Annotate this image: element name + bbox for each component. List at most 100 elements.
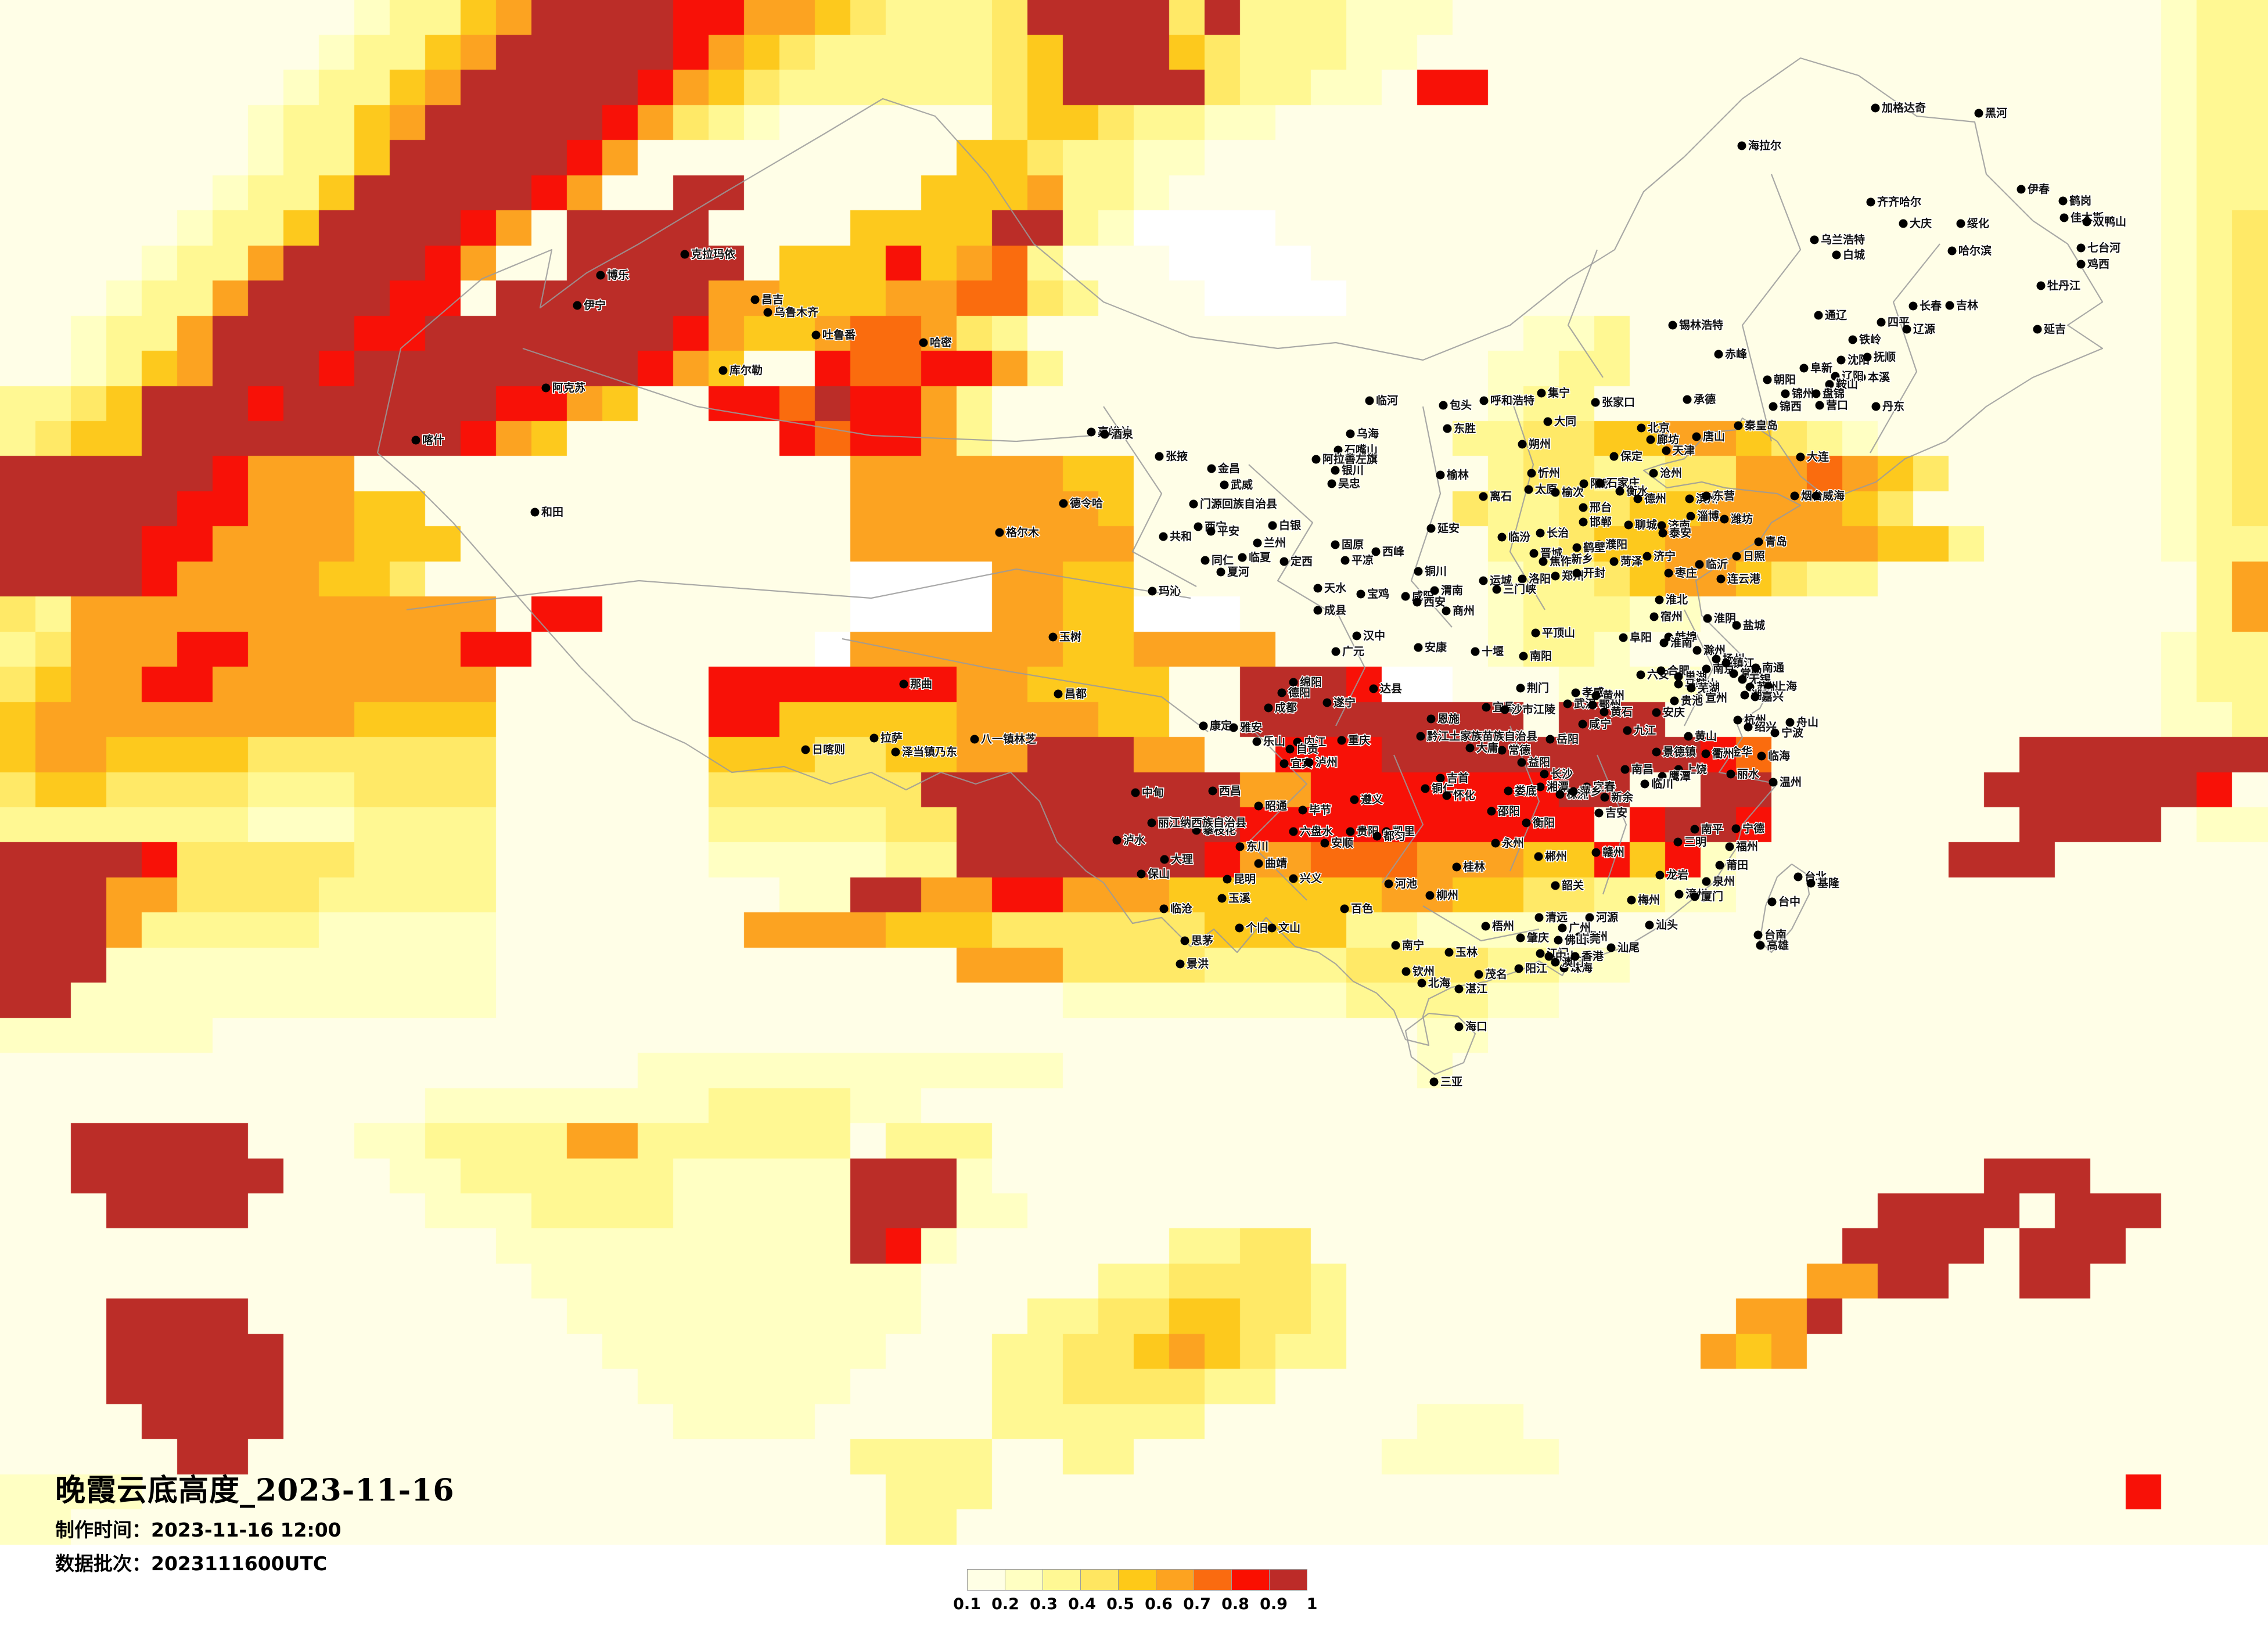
- city-label: 宁德: [1742, 822, 1764, 835]
- city-label: 菏泽: [1620, 555, 1642, 568]
- title-block: 晚霞云底高度_2023-11-16 制作时间：2023-11-16 12:00 …: [55, 1474, 455, 1575]
- city-label: 柳州: [1436, 888, 1458, 902]
- city-label: 阳江: [1525, 962, 1547, 975]
- city-label: 西安: [1424, 595, 1446, 609]
- legend-tick-label: 0.9: [1260, 1595, 1288, 1613]
- city-label: 昭通: [1265, 800, 1288, 812]
- city-label: 铜川: [1425, 564, 1447, 578]
- city-label: 潍坊: [1730, 512, 1753, 526]
- city-dot: [1481, 922, 1490, 931]
- city-label: 自贡: [1296, 742, 1318, 756]
- city-label: 临川: [1651, 777, 1673, 790]
- city-label: 南宁: [1402, 938, 1424, 952]
- internal-border-13: [1741, 174, 1802, 442]
- city-dot: [1974, 109, 1983, 118]
- city-dot: [1254, 859, 1263, 868]
- city-dot: [1516, 684, 1525, 693]
- internal-border-14: [1870, 243, 1940, 454]
- city-label: 丽水: [1737, 768, 1760, 780]
- city-dot: [1744, 722, 1753, 732]
- city-label: 日照: [1743, 550, 1765, 563]
- city-dot: [1194, 522, 1203, 531]
- city-dot: [1729, 669, 1738, 678]
- city-dot: [1293, 738, 1302, 747]
- city-dot: [530, 508, 540, 517]
- city-label: 吉安: [1605, 806, 1627, 819]
- hainan-outline: [1404, 1012, 1476, 1075]
- city-dot: [1452, 862, 1461, 872]
- city-dot: [680, 250, 689, 259]
- city-dot: [1657, 521, 1666, 530]
- city-dot: [1674, 890, 1684, 899]
- city-dot: [1365, 396, 1374, 405]
- city-dot: [1327, 479, 1336, 488]
- city-dot: [1738, 675, 1747, 684]
- city-label: 攀枝花: [1203, 823, 1236, 837]
- city-dot: [1289, 874, 1298, 883]
- city-label: 张掖: [1166, 449, 1188, 463]
- taiwan-outline: [1759, 864, 1810, 954]
- city-dot: [1572, 569, 1582, 578]
- city-label: 门源回族自治县: [1200, 497, 1277, 510]
- city-label: 八一镇林芝: [981, 732, 1036, 746]
- city-label: 钦州: [1412, 965, 1435, 978]
- city-label: 辽阳: [1842, 370, 1864, 383]
- city-label: 雅安: [1240, 721, 1262, 734]
- city-label: 连云港: [1727, 572, 1761, 585]
- city-label: 上饶: [1685, 762, 1707, 776]
- city-label: 白城: [1843, 248, 1865, 261]
- city-dot: [411, 436, 420, 445]
- city-label: 桂林: [1462, 860, 1485, 873]
- city-label: 新余: [1611, 790, 1634, 804]
- city-dot: [1369, 684, 1378, 693]
- city-label: 绵阳: [1300, 675, 1322, 689]
- city-dot: [1655, 595, 1664, 605]
- city-label: 乌兰浩特: [1821, 233, 1865, 246]
- city-dot: [1568, 934, 1577, 944]
- city-label: 泸州: [1315, 756, 1338, 769]
- city-label: 安庆: [1663, 706, 1685, 719]
- city-dot: [1159, 904, 1169, 913]
- city-label: 忻州: [1538, 466, 1560, 480]
- city-dot: [899, 679, 908, 689]
- city-label: 临沂: [1706, 557, 1728, 571]
- city-label: 保定: [1620, 449, 1642, 463]
- city-dot: [1769, 402, 1778, 411]
- city-dot: [1087, 427, 1096, 437]
- city-label: 唐山: [1703, 430, 1725, 443]
- city-dot: [1479, 492, 1488, 501]
- city-label: 昆明: [1234, 873, 1256, 886]
- internal-border-5: [842, 638, 1209, 732]
- city-label: 七台河: [2087, 241, 2120, 254]
- city-label: 玉溪: [1228, 892, 1251, 905]
- city-dot: [1633, 494, 1642, 503]
- city-label: 白银: [1279, 519, 1302, 532]
- internal-border-10: [1684, 609, 1715, 726]
- city-label: 岳阳: [1557, 733, 1579, 746]
- city-dot: [1414, 643, 1423, 652]
- city-label: 绥化: [1967, 217, 1989, 230]
- city-dot: [1594, 808, 1604, 818]
- city-label: 锦西: [1780, 400, 1802, 413]
- city-dot: [1623, 726, 1632, 735]
- city-label: 丽江纳西族自治县: [1158, 816, 1246, 829]
- city-dot: [1371, 547, 1381, 556]
- city-label: 玛沁: [1159, 585, 1181, 598]
- city-dot: [1465, 743, 1475, 753]
- city-label: 加格达奇: [1881, 101, 1926, 114]
- city-label: 中山: [1555, 949, 1577, 963]
- city-label: 北海: [1428, 976, 1450, 990]
- city-dot: [1416, 732, 1425, 741]
- city-dot: [1180, 936, 1189, 945]
- city-label: 那曲: [910, 678, 932, 690]
- city-label: 威海: [1823, 489, 1845, 502]
- city-label: 赣州: [1602, 846, 1624, 859]
- city-label: 定西: [1291, 555, 1313, 568]
- city-dot: [1539, 557, 1548, 566]
- city-dot: [1217, 894, 1227, 903]
- city-label: 凯里: [1393, 825, 1415, 838]
- city-dot: [763, 308, 772, 317]
- city-dot: [1436, 774, 1445, 783]
- city-label: 九江: [1633, 724, 1656, 737]
- city-dot: [1674, 672, 1683, 681]
